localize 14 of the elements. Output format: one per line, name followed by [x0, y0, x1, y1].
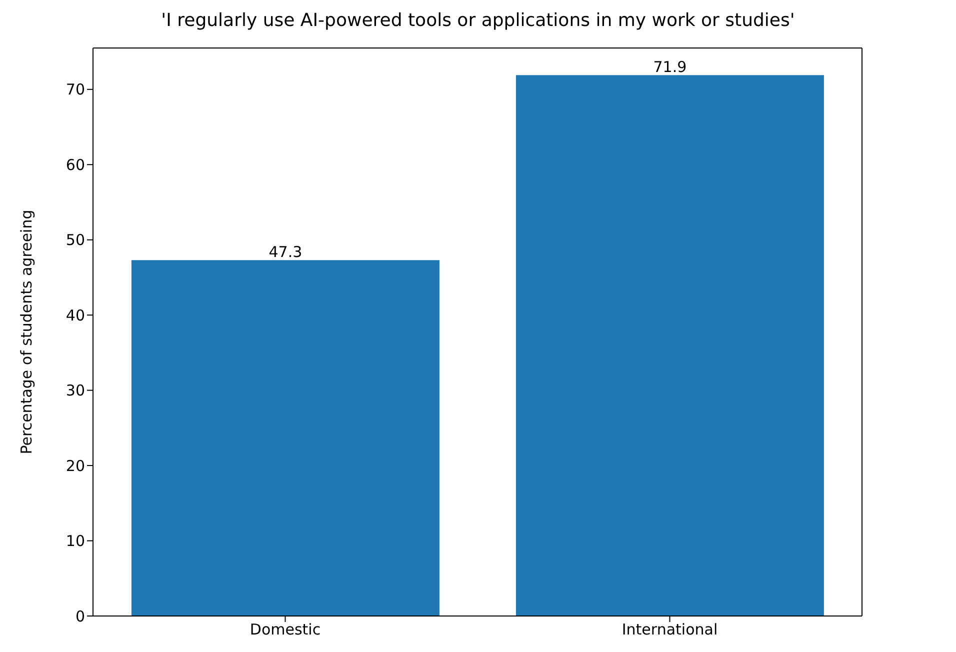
- y-tick-label: 10: [66, 532, 85, 550]
- y-tick-label: 70: [66, 80, 85, 99]
- y-tick-label: 60: [66, 156, 85, 174]
- y-tick-label: 30: [66, 382, 85, 400]
- y-tick-label: 0: [75, 607, 85, 626]
- data-label: 47.3: [268, 243, 302, 262]
- y-tick-label: 50: [66, 231, 85, 250]
- data-label: 71.9: [653, 58, 687, 76]
- x-tick-label: Domestic: [250, 620, 321, 639]
- chart-title: 'I regularly use AI-powered tools or applications in my work or studies': [160, 9, 796, 33]
- y-axis-title: Percentage of students agreeing: [17, 210, 36, 454]
- x-tick-label: International: [622, 620, 718, 639]
- y-tick-label: 20: [66, 456, 85, 475]
- y-tick-label: 40: [66, 306, 85, 324]
